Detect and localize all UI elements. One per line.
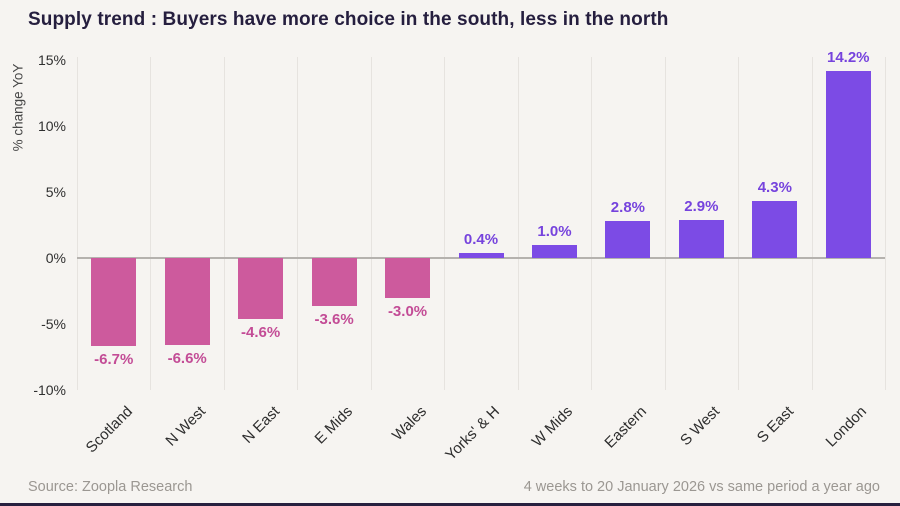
- x-category-label: S East: [753, 403, 797, 447]
- gridline: [297, 57, 299, 390]
- x-category-label: London: [822, 403, 871, 451]
- x-category-label: N West: [162, 403, 210, 450]
- x-category-label: N East: [238, 403, 283, 447]
- gridline: [370, 57, 372, 390]
- bar-n-east: [238, 258, 284, 319]
- gridline: [77, 57, 78, 390]
- bar-w-mids: [531, 244, 577, 258]
- bar-e-mids: [311, 258, 357, 306]
- bar-value-label: -4.6%: [241, 323, 281, 341]
- bar-value-label: 0.4%: [463, 230, 499, 248]
- bar-value-label: -6.6%: [167, 350, 207, 368]
- source-credit: Source: Zoopla Research: [28, 479, 193, 495]
- gridline: [885, 57, 886, 390]
- bar-value-label: 4.3%: [757, 179, 792, 197]
- bar-n-west: [164, 258, 210, 346]
- bar-scotland: [91, 258, 137, 347]
- gridline: [444, 57, 446, 390]
- x-category-label: Yorks' & H: [442, 403, 504, 464]
- bar-value-label: 1.0%: [537, 222, 572, 240]
- gridline: [517, 57, 519, 390]
- bar-value-label: 2.8%: [610, 199, 646, 217]
- x-category-label: S West: [677, 403, 724, 450]
- bar-value-label: 14.2%: [826, 48, 870, 66]
- x-category-label: W Mids: [529, 403, 577, 451]
- bar-value-label: -6.7%: [94, 351, 134, 369]
- gridline: [664, 57, 666, 390]
- y-tick-label: 5%: [45, 184, 66, 200]
- y-tick-label: -10%: [33, 382, 66, 398]
- bar-london: [825, 70, 871, 258]
- y-tick-label: -5%: [41, 316, 66, 332]
- y-tick-label: 0%: [45, 250, 66, 266]
- y-tick-label: 10%: [37, 118, 66, 134]
- bar-s-west: [678, 219, 724, 258]
- gridline: [223, 57, 225, 390]
- gridline: [811, 57, 813, 390]
- gridline: [738, 57, 740, 390]
- bar-s-east: [752, 201, 798, 258]
- bar-value-label: 2.9%: [684, 197, 719, 215]
- gridline: [150, 57, 152, 390]
- x-category-label: Wales: [388, 403, 430, 445]
- bar-value-label: -3.6%: [314, 310, 354, 328]
- zero-baseline: [77, 257, 885, 259]
- bar-wales: [385, 258, 431, 298]
- chart-title: Supply trend : Buyers have more choice i…: [28, 9, 669, 30]
- y-tick-label: 15%: [37, 52, 66, 68]
- gridline: [591, 57, 593, 390]
- x-category-label: E Mids: [311, 403, 357, 448]
- x-category-label: Eastern: [601, 403, 650, 452]
- bar-yorks-h: [458, 252, 504, 258]
- bar-value-label: -3.0%: [387, 302, 428, 320]
- x-category-label: Scotland: [82, 403, 136, 457]
- bar-eastern: [605, 221, 651, 258]
- period-note: 4 weeks to 20 January 2026 vs same perio…: [523, 479, 880, 495]
- bottom-accent-bar: [0, 503, 900, 506]
